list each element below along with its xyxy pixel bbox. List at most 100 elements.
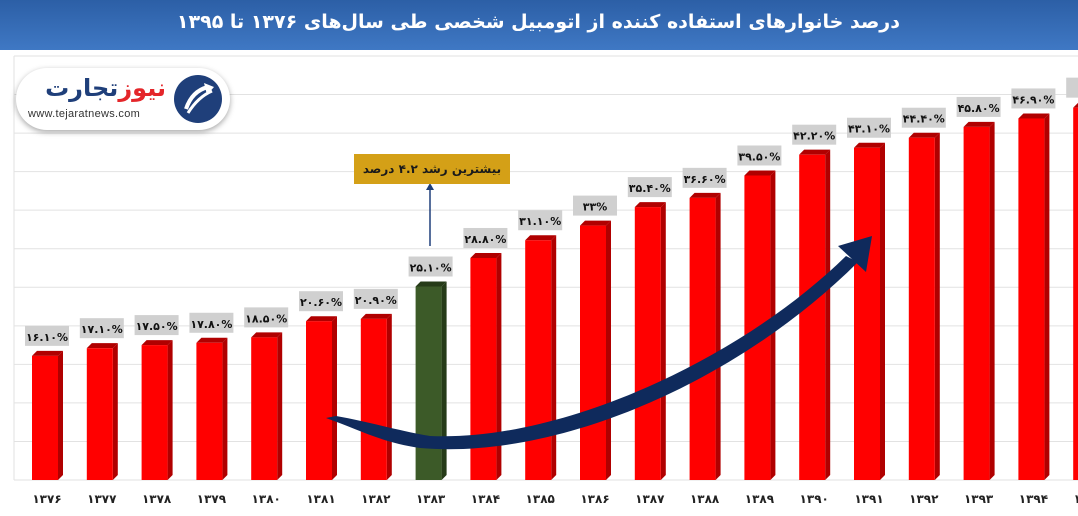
logo-name-main: تجارت — [45, 74, 119, 102]
bar — [963, 121, 995, 480]
data-label-text: ۱۸.۵۰% — [245, 312, 287, 325]
bar-side — [551, 235, 557, 480]
bar — [799, 149, 831, 480]
data-label-bg — [25, 325, 69, 346]
bar-side — [715, 192, 721, 480]
bar-side — [58, 350, 63, 480]
bar-top — [141, 340, 173, 346]
bar-top — [1018, 113, 1050, 119]
bars — [32, 102, 1078, 480]
data-label-text: ۲۸.۸۰% — [464, 233, 506, 246]
bar — [908, 132, 940, 480]
arrow-up-right-icon — [174, 75, 222, 123]
bar-front — [908, 137, 935, 480]
data-label-text: ۱۷.۵۰% — [136, 320, 178, 333]
x-tick-labels: ۱۳۷۶ ۱۳۷۷ ۱۳۷۸ ۱۳۷۹ ۱۳۸۰ ۱۳۸۱ ۱۳۸۲ ۱۳۸۳ ۱۳۸۴ ۱۳۸۵… — [32, 492, 1078, 506]
bar — [1018, 113, 1050, 480]
x-tick-label: ۱۳۸۱ — [306, 492, 335, 506]
bar — [196, 337, 228, 480]
bar-top — [963, 121, 995, 127]
data-label-bg — [737, 145, 782, 166]
data-label-bg — [1066, 77, 1078, 98]
chart-title: درصد خانوارهای استفاده کننده از اتومبیل … — [176, 11, 900, 33]
logo-name-accent: نیوز — [118, 74, 166, 102]
bar — [689, 192, 721, 480]
chart-area: ۱۶.۱۰% ۱۷.۱۰% ۱۷.۵۰% ۱۷.۸۰% ۱۸.۵۰% ۲۰.۶۰% ۲۰.۹… — [0, 50, 1078, 516]
data-label-text: ۲۰.۹۰% — [355, 294, 397, 307]
bar — [580, 220, 611, 480]
data-label-bg — [792, 124, 837, 145]
data-label: ۲۰.۶۰% — [299, 291, 343, 312]
bar-front — [1073, 107, 1078, 480]
data-label-text: ۴۵.۸۰% — [958, 102, 1000, 115]
bar-side — [277, 332, 283, 480]
bar-front — [306, 321, 332, 480]
data-label: ۴۵.۸۰% — [956, 96, 1001, 117]
bar-front — [525, 240, 552, 480]
bar-side — [825, 149, 831, 480]
data-label: ۲۸.۸۰% — [463, 227, 508, 248]
x-tick-label: ۱۳۹۰ — [800, 492, 829, 506]
data-label-bg — [353, 288, 398, 309]
bar-top — [580, 220, 611, 226]
bar-side — [1044, 113, 1050, 480]
bar — [360, 313, 392, 480]
data-label-bg — [956, 96, 1001, 117]
data-label-bg — [463, 227, 508, 248]
bar — [86, 343, 118, 480]
bar — [854, 142, 885, 480]
data-label-bg — [627, 177, 672, 198]
annotation-box: بیشترین رشد ۴.۲ درصد — [354, 154, 510, 184]
bar-top — [1073, 102, 1078, 108]
title-bar: درصد خانوارهای استفاده کننده از اتومبیل … — [0, 0, 1078, 50]
data-label: ۱۷.۱۰% — [79, 318, 124, 339]
x-tick-label: ۱۳۷۷ — [87, 492, 117, 506]
x-tick-label: ۱۳۸۲ — [361, 492, 391, 506]
x-tick-label: ۱۳۷۹ — [197, 492, 227, 506]
data-label-text: ۴۲.۲۰% — [793, 130, 835, 143]
data-label-text: ۳۳% — [583, 201, 607, 214]
bar-front — [360, 318, 387, 480]
x-tick-label: ۱۳۷۸ — [142, 492, 172, 506]
data-label-text: ۴۴.۴۰% — [903, 113, 945, 126]
bar-top — [525, 235, 557, 241]
x-tick-label: ۱۳۸۸ — [690, 492, 720, 506]
bar-top — [689, 192, 721, 198]
data-label-text: ۳۶.۶۰% — [684, 173, 726, 186]
data-label: ۳۹.۵۰% — [737, 145, 782, 166]
bar-side — [934, 132, 940, 480]
bar — [1073, 102, 1078, 480]
x-tick-label: ۱۳۸۰ — [252, 492, 281, 506]
bar-side — [496, 252, 502, 480]
data-label-text: ۳۱.۱۰% — [519, 215, 561, 228]
x-tick-label: ۱۳۸۹ — [745, 492, 775, 506]
x-tick-label: ۱۳۹۴ — [1019, 492, 1048, 506]
bar — [251, 332, 283, 480]
x-tick-label: ۱۳۹۲ — [909, 492, 939, 506]
data-label-bg — [134, 315, 179, 336]
bar — [306, 316, 337, 480]
data-label-bg — [573, 195, 617, 216]
bar — [634, 202, 666, 480]
data-label-text: ۴۶.۹۰% — [1012, 93, 1054, 106]
data-label: ۴۴.۴۰% — [901, 107, 946, 128]
bar-front — [196, 342, 223, 480]
data-label-text: ۲۵.۱۰% — [410, 262, 452, 275]
data-label-bg — [1011, 88, 1056, 109]
x-tick-label: ۱۳۹۵ — [1074, 492, 1078, 506]
bar — [141, 340, 173, 480]
data-label: ۴۶.۹۰% — [1011, 88, 1056, 109]
bar-front — [251, 337, 278, 480]
bar-top — [86, 343, 118, 349]
x-tick-label: ۱۳۹۳ — [964, 492, 994, 506]
x-tick-label: ۱۳۸۴ — [471, 492, 500, 506]
x-tick-label: ۱۳۸۳ — [416, 492, 446, 506]
data-label-bg — [408, 256, 453, 277]
bar-top — [854, 142, 885, 148]
x-tick-label: ۱۳۷۶ — [32, 492, 61, 506]
data-label: ۲۵.۱۰% — [408, 256, 453, 277]
data-label: ۱۷.۸۰% — [189, 312, 234, 333]
data-label-text: ۲۰.۶۰% — [300, 296, 342, 309]
bar-top — [32, 350, 63, 356]
bar-top — [360, 313, 392, 319]
